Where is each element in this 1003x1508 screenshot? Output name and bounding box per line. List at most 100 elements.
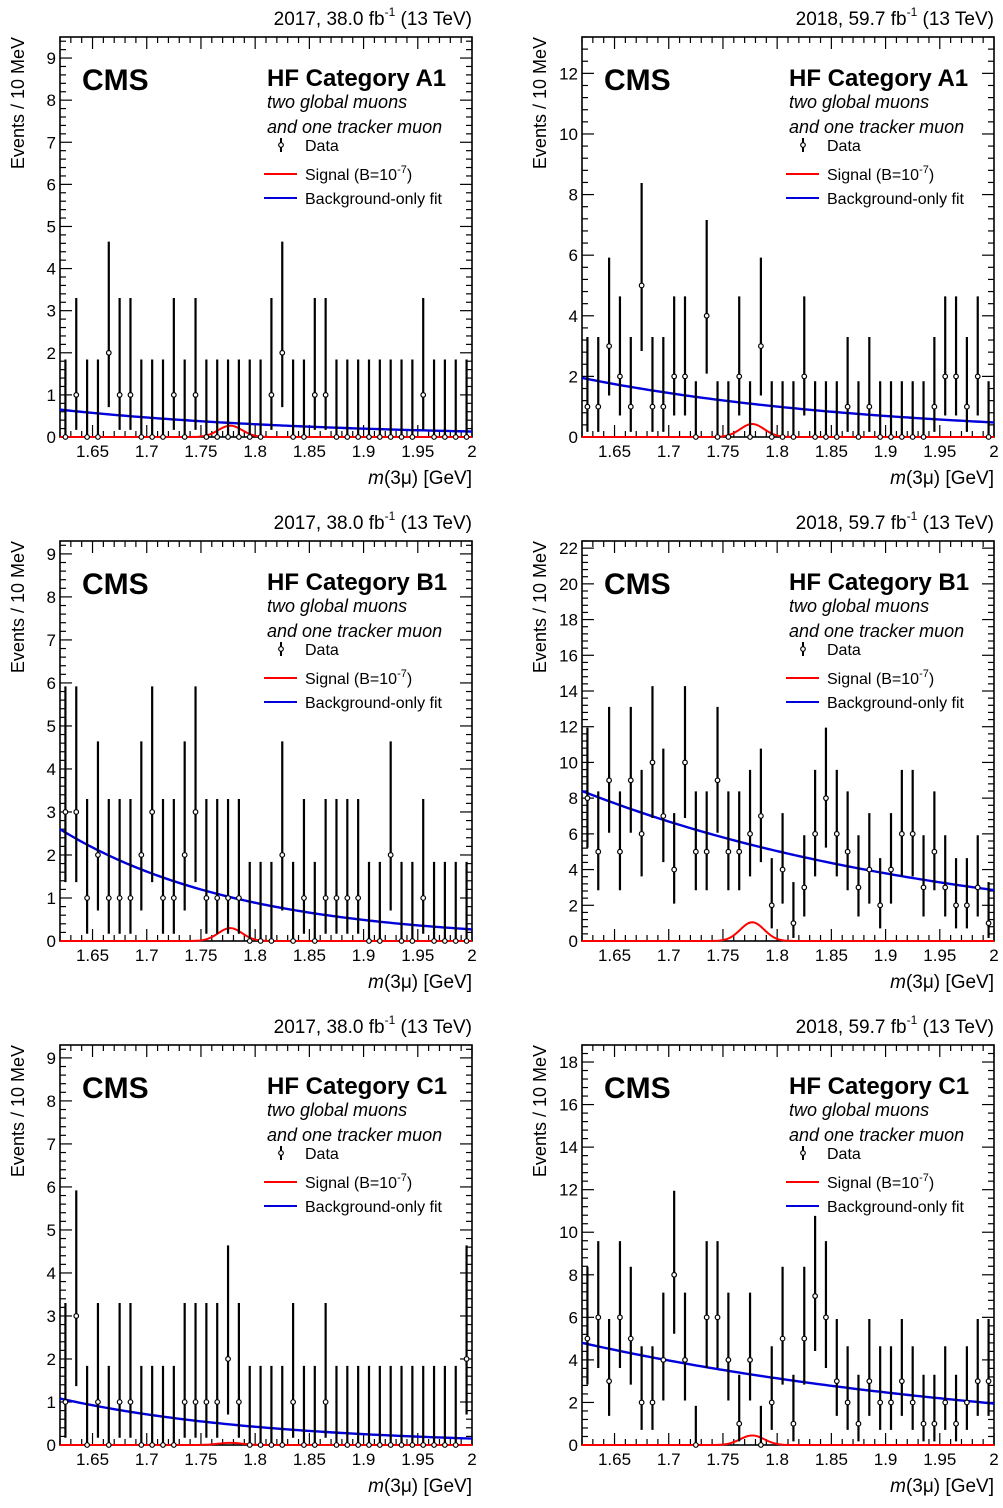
y-tick-label: 20 <box>559 575 578 594</box>
data-point <box>138 852 145 858</box>
x-tick-label: 1.75 <box>706 1450 739 1469</box>
data-point <box>257 434 264 440</box>
data-point <box>181 852 188 858</box>
y-tick-label: 6 <box>569 246 578 265</box>
subtitle-line-2: and one tracker muon <box>267 1125 442 1145</box>
data-point <box>649 1399 656 1406</box>
y-tick-label: 10 <box>559 125 578 144</box>
panel-title: 2017, 38.0 fb-1 (13 TeV) <box>274 1013 472 1038</box>
data-point <box>660 403 667 410</box>
y-tick-label: 5 <box>47 1221 56 1240</box>
y-axis-label: Events / 10 MeV <box>530 37 550 169</box>
data-point <box>736 373 743 380</box>
data-point <box>355 895 362 901</box>
data-point <box>73 1313 80 1319</box>
data-point <box>909 1399 916 1406</box>
data-point <box>714 777 721 784</box>
data-point <box>301 1442 307 1448</box>
x-tick-label: 2 <box>989 442 998 461</box>
y-tick-label: 6 <box>47 1178 56 1197</box>
data-point <box>638 282 645 289</box>
data-point <box>866 403 873 410</box>
plot-frame <box>59 540 473 942</box>
subtitle-line-1: two global muons <box>789 596 929 616</box>
panel-2: 2017, 38.0 fb-1 (13 TeV) 0 1 2 3 4 5 6 7 8 9 1.65 1.… <box>0 504 501 1004</box>
data-point <box>703 1314 710 1321</box>
data-point <box>366 938 372 944</box>
x-tick-label: 1.65 <box>76 946 109 965</box>
chart-svg: 2017, 38.0 fb-1 (13 TeV) 0 1 2 3 4 5 6 7 8 9 1.65 1.… <box>8 509 477 993</box>
subtitle-line-2: and one tracker muon <box>789 621 964 641</box>
data-point <box>703 848 710 855</box>
data-point <box>790 920 797 927</box>
data-point <box>866 866 873 873</box>
data-point <box>387 434 394 440</box>
x-tick-label: 2 <box>989 1450 998 1469</box>
data-point <box>257 1442 264 1448</box>
data-point <box>823 795 829 802</box>
category-label: HF Category B1 <box>267 569 447 596</box>
cms-label: CMS <box>82 1072 149 1105</box>
data-point <box>138 1442 145 1448</box>
x-axis-label: m(3μ) [GeV] <box>368 972 472 993</box>
data-point <box>344 434 351 440</box>
x-tick-label: 1.9 <box>352 946 376 965</box>
x-tick-label: 1.8 <box>243 442 267 461</box>
x-tick-label: 1.7 <box>135 1450 159 1469</box>
data-point <box>606 343 613 349</box>
data-point <box>931 1420 938 1427</box>
y-tick-label: 1 <box>47 1393 56 1412</box>
data-point <box>463 1356 470 1362</box>
y-tick-label: 8 <box>47 588 56 607</box>
y-tick-label: 9 <box>47 49 56 68</box>
data-point <box>376 938 383 944</box>
data-point <box>387 852 394 858</box>
data-point <box>160 1442 166 1448</box>
x-axis-label: m(3μ) [GeV] <box>890 1476 994 1497</box>
panel-title: 2017, 38.0 fb-1 (13 TeV) <box>274 509 472 534</box>
y-tick-label: 2 <box>569 896 578 915</box>
data-point <box>768 434 775 440</box>
data-point <box>942 1399 949 1406</box>
data-point <box>62 809 69 815</box>
data-point <box>833 1378 840 1385</box>
data-point <box>757 343 764 349</box>
data-point <box>703 312 710 319</box>
legend-background-label: Background-only fit <box>305 1199 443 1216</box>
x-tick-label: 2 <box>467 946 476 965</box>
data-point <box>301 434 307 440</box>
data-point <box>714 1314 721 1321</box>
data-point <box>398 1442 405 1448</box>
data-point <box>257 938 264 944</box>
chart-svg: 2018, 59.7 fb-1 (13 TeV) 0 2 4 6 8 10 12 14 16 18 2… <box>530 509 999 993</box>
data-point <box>431 1442 437 1448</box>
data-point <box>692 434 699 440</box>
data-point <box>963 1399 970 1406</box>
y-tick-label: 6 <box>569 1308 578 1327</box>
background-fit-curve <box>581 1341 995 1405</box>
y-tick-label: 2 <box>569 367 578 386</box>
data-point <box>985 1378 992 1385</box>
y-tick-label: 4 <box>569 861 578 880</box>
data-point <box>823 1314 829 1321</box>
data-point <box>844 403 851 410</box>
panel-title: 2017, 38.0 fb-1 (13 TeV) <box>274 5 472 30</box>
data-point <box>649 759 656 766</box>
y-tick-label: 0 <box>47 1436 56 1455</box>
data-point <box>235 1399 242 1405</box>
data-point <box>790 434 797 440</box>
data-point <box>170 1442 177 1448</box>
y-tick-label: 12 <box>559 64 578 83</box>
data-point <box>768 902 775 909</box>
data-point <box>877 1399 884 1406</box>
x-tick-label: 1.85 <box>815 442 848 461</box>
data-point <box>62 1399 69 1405</box>
data-point <box>714 434 721 440</box>
data-point <box>931 848 938 855</box>
data-point <box>268 1442 275 1448</box>
data-point <box>747 1356 753 1363</box>
data-point <box>617 1314 623 1321</box>
panel-title: 2018, 59.7 fb-1 (13 TeV) <box>796 1013 994 1038</box>
y-tick-label: 12 <box>559 1181 578 1200</box>
y-tick-label: 0 <box>47 428 56 447</box>
